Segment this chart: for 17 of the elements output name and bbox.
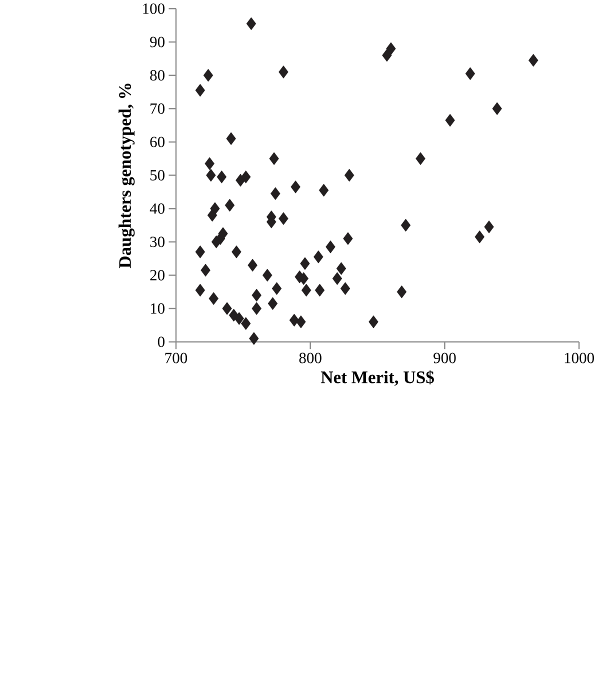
x-tick-label: 700 (165, 352, 188, 364)
y-tick-label: 20 (150, 270, 164, 280)
y-tick-label: 80 (150, 70, 164, 81)
x-axis-title: Net Merit, US$ (320, 370, 434, 386)
x-tick-label: 1000 (564, 352, 594, 364)
x-tick-label: 800 (299, 352, 322, 364)
y-tick-label: 0 (158, 336, 164, 348)
y-tick-label: 40 (150, 203, 164, 214)
y-tick-label: 90 (150, 36, 164, 48)
y-axis-title: Daughters genotyped, % (118, 84, 135, 268)
y-tick-label: 50 (150, 170, 164, 180)
x-tick-label: 900 (434, 352, 456, 364)
y-tick-label: 30 (150, 236, 164, 248)
y-tick-label: 100 (143, 3, 164, 14)
y-tick-label: 60 (150, 136, 164, 148)
y-tick-label: 10 (150, 303, 164, 314)
y-tick-label: 70 (150, 103, 164, 114)
